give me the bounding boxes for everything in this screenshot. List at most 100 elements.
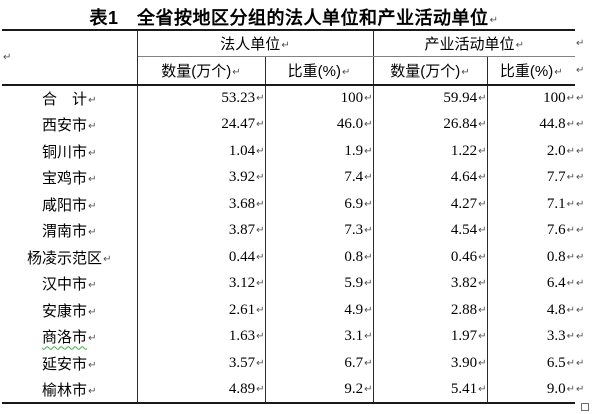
table-row: 延安市↵ 3.57↵ 6.7↵ 3.90↵ 6.5↵ ↵ xyxy=(2,350,600,377)
subheader-legal-share: 比重(%)↵ xyxy=(265,56,374,86)
region-cell: 杨凌示范区↵ xyxy=(2,244,138,271)
paragraph-mark-icon: ↵ xyxy=(478,331,487,343)
paragraph-mark-icon: ↵ xyxy=(478,93,487,105)
activity-share-cell: 6.4↵ xyxy=(546,275,575,292)
paragraph-mark-icon: ↵ xyxy=(478,251,487,263)
table-row: 西安市↵ 24.47↵ 46.0↵ 26.84↵ 44.8↵ ↵ xyxy=(2,111,600,138)
paragraph-mark-icon: ↵ xyxy=(364,119,373,131)
paragraph-mark-icon: ↵ xyxy=(566,225,575,237)
table-row: 榆林市↵ 4.89↵ 9.2↵ 5.41↵ 9.0↵ ↵ xyxy=(2,376,600,404)
activity-share-cell: 6.5↵ xyxy=(546,354,575,371)
activity-count-cell: 59.94↵ xyxy=(373,85,488,112)
legal-share-cell: 4.9↵ xyxy=(265,297,374,324)
region-cell: 汉中市↵ xyxy=(2,270,138,297)
paragraph-mark-icon: ↵ xyxy=(256,251,265,263)
activity-share-cell: 44.8↵ xyxy=(539,116,575,133)
paragraph-mark-icon: ↵ xyxy=(566,119,575,131)
legal-count-cell: 1.04↵ xyxy=(137,138,266,165)
activity-count-cell: 3.90↵ xyxy=(373,350,488,377)
legal-share-cell: 9.2↵ xyxy=(265,376,374,404)
table-row: 汉中市↵ 3.12↵ 5.9↵ 3.82↵ 6.4↵ ↵ xyxy=(2,270,600,297)
paragraph-mark-icon: ↵ xyxy=(256,198,265,210)
row-end-mark-cell: ↵ xyxy=(575,350,600,377)
paragraph-mark-icon: ↵ xyxy=(364,225,373,237)
paragraph-mark-icon: ↵ xyxy=(256,383,265,395)
activity-count-cell: 5.41↵ xyxy=(373,376,488,404)
activity-share-cell: 100↵ xyxy=(543,90,575,107)
activity-count-cell: 4.27↵ xyxy=(373,191,488,218)
table-title-text: 表1 全省按地区分组的法人单位和产业活动单位 xyxy=(89,8,489,28)
paragraph-mark-icon: ↵ xyxy=(576,172,585,184)
paragraph-mark-icon: ↵ xyxy=(489,15,499,26)
paragraph-mark-icon: ↵ xyxy=(88,306,97,318)
activity-count-cell: 1.22↵ xyxy=(373,138,488,165)
paragraph-mark-icon: ↵ xyxy=(566,93,575,105)
paragraph-mark-icon: ↵ xyxy=(256,225,265,237)
table-row: 商洛市↵ 1.63↵ 3.1↵ 1.97↵ 3.3↵ ↵ xyxy=(2,323,600,350)
region-cell: 延安市↵ xyxy=(2,350,138,377)
table-row: 咸阳市↵ 3.68↵ 6.9↵ 4.27↵ 7.1↵ ↵ xyxy=(2,191,600,218)
row-end-mark-cell: ↵ xyxy=(575,56,600,85)
activity-count-cell: 3.82↵ xyxy=(373,270,488,297)
paragraph-mark-icon: ↵ xyxy=(364,278,373,290)
paragraph-mark-icon: ↵ xyxy=(256,119,265,131)
paragraph-mark-icon: ↵ xyxy=(478,198,487,210)
table-row: 宝鸡市↵ 3.92↵ 7.4↵ 4.64↵ 7.7↵ ↵ xyxy=(2,164,600,191)
activity-share-cell: 0.8↵ xyxy=(546,248,575,265)
paragraph-mark-icon: ↵ xyxy=(281,39,290,51)
activity-share-cell: 9.0↵ xyxy=(487,376,575,404)
paragraph-mark-icon: ↵ xyxy=(478,383,487,395)
paragraph-mark-icon: ↵ xyxy=(88,333,97,345)
paragraph-mark-icon: ↵ xyxy=(566,198,575,210)
paragraph-mark-icon: ↵ xyxy=(576,92,585,104)
paragraph-mark-icon: ↵ xyxy=(478,172,487,184)
paragraph-mark-icon: ↵ xyxy=(88,359,97,371)
paragraph-mark-icon: ↵ xyxy=(566,357,575,369)
paragraph-mark-icon: ↵ xyxy=(576,278,585,290)
paragraph-mark-icon: ↵ xyxy=(256,357,265,369)
paragraph-mark-icon: ↵ xyxy=(566,383,575,395)
paragraph-mark-icon: ↵ xyxy=(88,280,97,292)
region-header-cell: ↵ xyxy=(2,29,138,86)
row-end-mark-cell: ↵ xyxy=(575,30,600,56)
subheader-activity-count: 数量(万个)↵ xyxy=(373,56,488,86)
paragraph-mark-icon: ↵ xyxy=(576,145,585,157)
legal-share-cell: 3.1↵ xyxy=(265,323,374,350)
region-cell: 安康市↵ xyxy=(2,297,138,324)
paragraph-mark-icon: ↵ xyxy=(256,93,265,105)
paragraph-mark-icon: ↵ xyxy=(256,172,265,184)
legal-count-cell: 3.87↵ xyxy=(137,217,266,244)
paragraph-mark-icon: ↵ xyxy=(88,121,97,133)
paragraph-mark-icon: ↵ xyxy=(88,95,97,107)
paragraph-mark-icon: ↵ xyxy=(566,145,575,157)
legal-share-cell: 100↵ xyxy=(265,85,374,112)
subheader-legal-count: 数量(万个)↵ xyxy=(137,56,266,86)
activity-count-cell: 0.46↵ xyxy=(373,244,488,271)
legal-count-cell: 3.92↵ xyxy=(137,164,266,191)
legal-share-cell: 0.8↵ xyxy=(265,244,374,271)
legal-count-cell: 4.89↵ xyxy=(137,376,266,404)
row-end-mark-cell: ↵ xyxy=(575,244,600,271)
legal-share-cell: 6.7↵ xyxy=(265,350,374,377)
region-cell: 铜川市↵ xyxy=(2,138,138,165)
paragraph-mark-icon: ↵ xyxy=(576,37,585,49)
legal-count-cell: 3.68↵ xyxy=(137,191,266,218)
activity-count-cell: 1.97↵ xyxy=(373,323,488,350)
table-row: 铜川市↵ 1.04↵ 1.9↵ 1.22↵ 2.0↵ ↵ xyxy=(2,138,600,165)
paragraph-mark-icon: ↵ xyxy=(478,278,487,290)
paragraph-mark-icon: ↵ xyxy=(88,385,97,397)
paragraph-mark-icon: ↵ xyxy=(88,227,97,239)
paragraph-mark-icon: ↵ xyxy=(256,304,265,316)
activity-share-cell: 2.0↵ xyxy=(546,142,575,159)
activity-count-cell: 26.84↵ xyxy=(373,111,488,138)
end-of-table-square-mark xyxy=(581,403,589,411)
paragraph-mark-icon: ↵ xyxy=(478,145,487,157)
paragraph-mark-icon: ↵ xyxy=(364,198,373,210)
paragraph-mark-icon: ↵ xyxy=(88,147,97,159)
paragraph-mark-icon: ↵ xyxy=(256,145,265,157)
paragraph-mark-icon: ↵ xyxy=(576,384,585,396)
paragraph-mark-icon: ↵ xyxy=(478,119,487,131)
paragraph-mark-icon: ↵ xyxy=(364,383,373,395)
paragraph-mark-icon: ↵ xyxy=(478,225,487,237)
legal-share-cell: 6.9↵ xyxy=(265,191,374,218)
